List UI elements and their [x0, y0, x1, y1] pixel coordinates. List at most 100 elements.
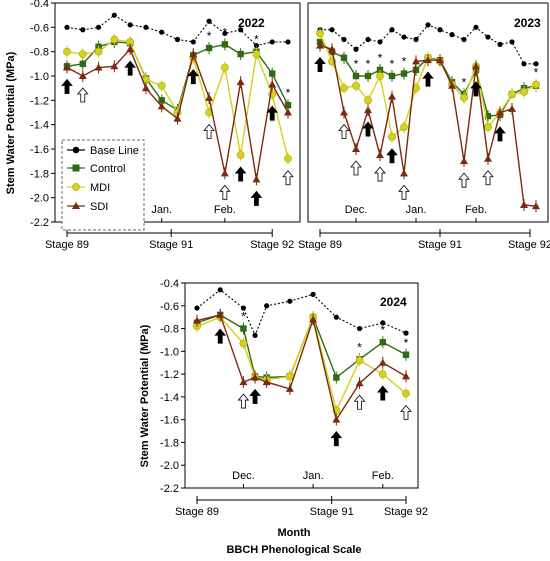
- significance-star: *: [402, 55, 407, 69]
- y-tick-label: -1.4: [160, 392, 179, 404]
- point-sdi: [448, 81, 456, 89]
- point-sdi: [173, 114, 182, 122]
- point-sdi: [110, 62, 119, 70]
- y-tick-label: -1.4: [30, 120, 49, 132]
- point-baseline: [240, 305, 247, 311]
- point-sdi: [141, 84, 150, 92]
- point-sdi: [78, 72, 87, 79]
- stage-tick-label: Stage 92: [508, 239, 550, 251]
- x-axis-label: Month: [278, 527, 311, 539]
- y-tick-label: -2.2: [30, 217, 49, 229]
- month-tick-label: Jan.: [151, 204, 172, 216]
- point-mdi: [285, 372, 294, 381]
- point-control: [158, 97, 165, 104]
- arrow-up-filled-icon: [422, 71, 434, 87]
- y-tick-label: -1.8: [30, 168, 49, 180]
- point-sdi: [496, 108, 504, 116]
- point-baseline: [365, 36, 371, 43]
- point-baseline: [127, 22, 133, 28]
- arrow-up-filled-icon: [386, 148, 398, 164]
- point-sdi: [378, 358, 387, 366]
- arrow-up-open-icon: [282, 170, 294, 186]
- point-control: [284, 102, 292, 109]
- point-baseline: [253, 42, 260, 49]
- y-tick-label: -2.2: [160, 483, 179, 495]
- y-tick-label: -1.2: [160, 369, 179, 381]
- significance-star: *: [462, 75, 467, 89]
- point-baseline: [252, 332, 258, 338]
- point-mdi: [340, 84, 348, 93]
- month-tick-label: Feb.: [214, 204, 236, 216]
- point-sdi: [376, 151, 384, 159]
- plot-frame-2022: [54, 2, 301, 223]
- arrow-up-filled-icon: [376, 385, 389, 401]
- point-mdi: [388, 132, 396, 141]
- arrow-up-open-icon: [350, 160, 362, 176]
- point-sdi: [460, 157, 468, 165]
- point-baseline: [269, 39, 275, 45]
- month-tick-label: Feb.: [465, 204, 487, 216]
- arrow-up-filled-icon: [470, 81, 482, 97]
- point-baseline: [401, 34, 407, 40]
- y-tick-label: -0.8: [30, 47, 49, 59]
- arrow-up-open-icon: [400, 404, 412, 420]
- point-sdi: [520, 200, 528, 208]
- significance-star: *: [366, 57, 371, 71]
- point-mdi: [157, 81, 166, 90]
- arrow-up-open-icon: [458, 172, 470, 188]
- legend-label-mdi: MDI: [90, 182, 110, 194]
- point-baseline: [389, 27, 395, 33]
- stage-tick-label: Stage 89: [298, 239, 342, 251]
- legend-item-baseline: Base Line: [67, 145, 139, 157]
- y-tick-label: -0.8: [160, 324, 179, 336]
- significance-star: *: [223, 25, 228, 39]
- arrow-up-filled-icon: [124, 60, 136, 76]
- point-control: [333, 374, 340, 381]
- y-tick-label: -2.0: [160, 460, 179, 472]
- stage-tick-label: Stage 89: [175, 506, 219, 518]
- point-sdi: [316, 41, 324, 49]
- arrow-up-filled-icon: [234, 166, 247, 182]
- point-mdi: [239, 339, 248, 348]
- arrow-up-filled-icon: [249, 388, 261, 404]
- arrow-up-open-icon: [76, 87, 89, 103]
- point-control: [237, 50, 244, 58]
- significance-star: *: [241, 310, 246, 324]
- y-tick-label: -0.6: [30, 22, 49, 34]
- point-sdi: [355, 379, 364, 387]
- point-baseline: [485, 34, 491, 40]
- point-sdi: [63, 63, 71, 71]
- point-sdi: [332, 415, 341, 423]
- point-control: [376, 66, 384, 74]
- arrow-up-filled-icon: [314, 56, 326, 72]
- point-mdi: [352, 81, 360, 90]
- arrow-up-open-icon: [353, 394, 366, 410]
- y-tick-label: -0.4: [30, 0, 49, 10]
- point-baseline: [356, 325, 363, 332]
- point-baseline: [449, 32, 455, 38]
- month-tick-label: Feb.: [372, 470, 394, 482]
- significance-star: *: [254, 33, 259, 47]
- point-control: [352, 72, 360, 80]
- legend-label-control: Control: [90, 163, 125, 175]
- point-control: [379, 339, 386, 346]
- point-mdi: [63, 47, 71, 56]
- point-baseline: [329, 27, 335, 33]
- point-control: [364, 72, 372, 80]
- point-baseline: [190, 39, 196, 45]
- point-sdi: [388, 92, 396, 100]
- point-baseline: [222, 30, 228, 37]
- point-baseline: [521, 61, 527, 67]
- point-control: [79, 60, 86, 68]
- point-sdi: [252, 175, 261, 183]
- point-baseline: [111, 12, 117, 18]
- point-baseline: [143, 24, 149, 30]
- significance-star: *: [286, 86, 291, 100]
- point-baseline: [437, 27, 443, 33]
- point-baseline: [206, 18, 212, 24]
- point-sdi: [262, 378, 271, 386]
- point-baseline: [353, 46, 359, 52]
- y-tick-label: -0.6: [160, 301, 179, 313]
- point-mdi: [412, 84, 420, 93]
- significance-star: *: [380, 323, 385, 337]
